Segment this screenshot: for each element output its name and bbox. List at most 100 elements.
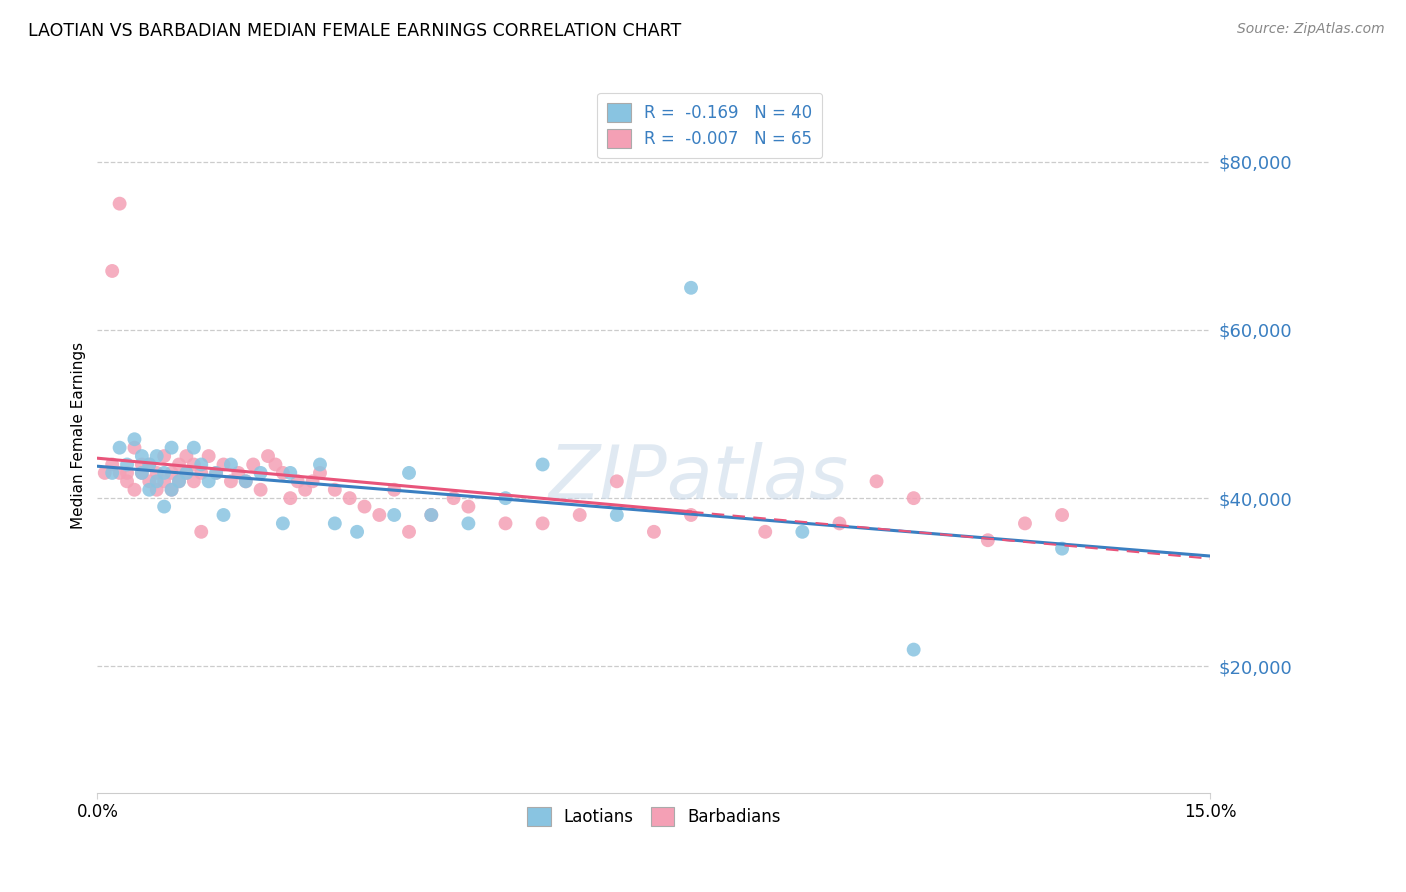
Point xyxy=(457,516,479,531)
Point xyxy=(124,432,146,446)
Text: Source: ZipAtlas.com: Source: ZipAtlas.com xyxy=(1237,22,1385,37)
Point xyxy=(606,475,628,489)
Point xyxy=(219,475,242,489)
Point xyxy=(382,483,405,497)
Point xyxy=(368,508,391,522)
Point xyxy=(124,483,146,497)
Point xyxy=(160,483,183,497)
Point xyxy=(108,466,131,480)
Point xyxy=(235,475,257,489)
Point xyxy=(131,449,153,463)
Point xyxy=(278,491,301,505)
Point xyxy=(339,491,361,505)
Point xyxy=(398,466,420,480)
Point xyxy=(420,508,443,522)
Point xyxy=(101,458,124,472)
Point xyxy=(138,458,160,472)
Point xyxy=(145,466,167,480)
Point xyxy=(183,458,205,472)
Point xyxy=(160,483,183,497)
Point xyxy=(160,441,183,455)
Point xyxy=(190,466,212,480)
Point xyxy=(190,458,212,472)
Point xyxy=(131,458,153,472)
Point xyxy=(138,475,160,489)
Point xyxy=(271,466,294,480)
Point xyxy=(115,458,138,472)
Point xyxy=(138,458,160,472)
Point xyxy=(294,483,316,497)
Point xyxy=(167,475,190,489)
Point xyxy=(531,458,554,472)
Point xyxy=(346,524,368,539)
Point xyxy=(124,441,146,455)
Point xyxy=(205,466,228,480)
Point xyxy=(101,466,124,480)
Point xyxy=(568,508,591,522)
Point xyxy=(278,466,301,480)
Point xyxy=(420,508,443,522)
Point xyxy=(108,441,131,455)
Point xyxy=(606,508,628,522)
Point xyxy=(1050,541,1073,556)
Point xyxy=(242,458,264,472)
Point xyxy=(249,466,271,480)
Point xyxy=(228,466,250,480)
Point xyxy=(138,483,160,497)
Text: ZIPatlas: ZIPatlas xyxy=(548,442,848,514)
Point xyxy=(145,475,167,489)
Point xyxy=(212,508,235,522)
Point xyxy=(235,475,257,489)
Point xyxy=(828,516,851,531)
Point xyxy=(197,475,219,489)
Point xyxy=(145,483,167,497)
Point xyxy=(264,458,287,472)
Point xyxy=(212,458,235,472)
Point xyxy=(443,491,465,505)
Point xyxy=(190,524,212,539)
Point xyxy=(977,533,1000,548)
Point xyxy=(205,466,228,480)
Point xyxy=(183,441,205,455)
Legend: Laotians, Barbadians: Laotians, Barbadians xyxy=(519,798,789,834)
Point xyxy=(257,449,280,463)
Point xyxy=(94,466,117,480)
Point xyxy=(131,466,153,480)
Point xyxy=(183,475,205,489)
Text: LAOTIAN VS BARBADIAN MEDIAN FEMALE EARNINGS CORRELATION CHART: LAOTIAN VS BARBADIAN MEDIAN FEMALE EARNI… xyxy=(28,22,682,40)
Point xyxy=(309,458,332,472)
Point xyxy=(153,500,176,514)
Point xyxy=(353,500,375,514)
Y-axis label: Median Female Earnings: Median Female Earnings xyxy=(72,342,86,529)
Point xyxy=(679,281,702,295)
Point xyxy=(679,508,702,522)
Point xyxy=(167,458,190,472)
Point xyxy=(176,449,198,463)
Point xyxy=(176,466,198,480)
Point xyxy=(398,524,420,539)
Point xyxy=(115,466,138,480)
Point xyxy=(219,458,242,472)
Point xyxy=(145,449,167,463)
Point xyxy=(309,466,332,480)
Point xyxy=(101,264,124,278)
Point xyxy=(495,491,517,505)
Point xyxy=(323,516,346,531)
Point xyxy=(903,491,925,505)
Point xyxy=(115,475,138,489)
Point xyxy=(382,508,405,522)
Point xyxy=(160,466,183,480)
Point xyxy=(176,466,198,480)
Point xyxy=(153,449,176,463)
Point xyxy=(197,449,219,463)
Point xyxy=(323,483,346,497)
Point xyxy=(1014,516,1036,531)
Point xyxy=(131,466,153,480)
Point xyxy=(249,483,271,497)
Point xyxy=(495,516,517,531)
Point xyxy=(301,475,323,489)
Point xyxy=(167,475,190,489)
Point xyxy=(153,475,176,489)
Point xyxy=(153,466,176,480)
Point xyxy=(1050,508,1073,522)
